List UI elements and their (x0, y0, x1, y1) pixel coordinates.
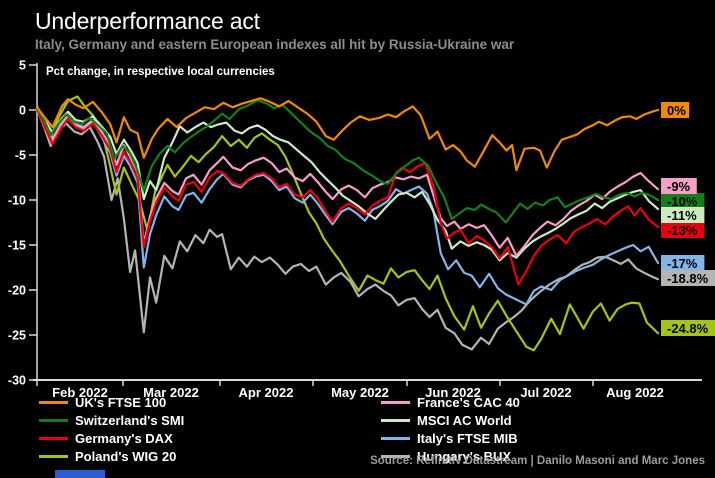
legend-swatch (39, 401, 68, 404)
end-label-badge (661, 207, 705, 223)
legend-item-poland-s-wig-20: Poland's WIG 20 (39, 449, 184, 464)
axis-annotation: Pct change, in respective local currenci… (46, 66, 275, 78)
legend-column-1: UK's FTSE 100 Switzerland's SMI Germany's … (39, 395, 185, 464)
legend-label: Switzerland's SMI (75, 413, 185, 428)
y-tick-label: -15 (8, 239, 26, 253)
legend-swatch (39, 455, 68, 458)
y-tick-label: -5 (15, 149, 26, 163)
end-label-text: -9% (667, 179, 691, 194)
legend-swatch (39, 419, 68, 422)
x-tick-label: Jul 2022 (520, 385, 571, 400)
y-tick-label: 5 (19, 59, 26, 73)
series-line-germany-s-dax (35, 107, 660, 286)
end-label-text: -18.8% (667, 271, 709, 286)
legend-label: UK's FTSE 100 (75, 395, 167, 410)
page-subtitle: Italy, Germany and eastern European inde… (35, 37, 515, 52)
y-tick-label: 0 (19, 104, 26, 118)
series-line-uk-s-ftse-100 (35, 97, 660, 172)
x-tick-label: Jun 2022 (425, 385, 481, 400)
end-label-badge (661, 270, 715, 286)
series-line-hungary-s-bux (35, 107, 660, 351)
end-label-badge (661, 178, 697, 194)
legend-swatch (39, 437, 68, 440)
end-label-badge (661, 222, 705, 238)
x-tick-label: Mar 2022 (143, 385, 199, 400)
end-label-text: -10% (667, 194, 698, 209)
end-label-text: -13% (667, 223, 698, 238)
legend-swatch (381, 419, 410, 422)
end-label-badge (661, 320, 715, 336)
legend-label: Germany's DAX (75, 431, 173, 446)
legend-label: Poland's WIG 20 (75, 449, 177, 464)
legend-label: Hungary's BUX (417, 449, 512, 464)
legend-item-italy-s-ftse-mib: Italy's FTSE MIB (381, 431, 520, 446)
legend-item-france-s-cac-40: France's CAC 40 (381, 395, 520, 410)
x-tick-label: Feb 2022 (52, 385, 108, 400)
x-tick-label: Apr 2022 (239, 385, 294, 400)
page-title: Underperformance act (35, 8, 260, 34)
legend-item-switzerland-s-smi: Switzerland's SMI (39, 413, 185, 428)
end-label-text: -11% (667, 208, 697, 223)
legend-swatch (381, 401, 410, 404)
legend-item-germany-s-dax: Germany's DAX (39, 431, 184, 446)
legend-column-2: France's CAC 40 MSCI AC World Italy's FTSE… (381, 395, 520, 464)
legend-swatch (381, 437, 410, 440)
end-label-text: -17% (667, 256, 698, 271)
legend-item-hungary-s-bux: Hungary's BUX (381, 449, 520, 464)
legend-label: France's CAC 40 (417, 395, 520, 410)
y-tick-label: -20 (8, 284, 26, 298)
legend-label: Italy's FTSE MIB (417, 431, 518, 446)
x-tick-label: Aug 2022 (606, 385, 664, 400)
end-label-text: 0% (667, 103, 686, 118)
x-tick-label: May 2022 (331, 385, 389, 400)
y-tick-label: -25 (8, 329, 26, 343)
y-tick-label: -10 (8, 194, 26, 208)
end-label-badge (661, 102, 690, 118)
end-label-badge (661, 255, 705, 271)
y-tick-label: -30 (8, 374, 26, 388)
end-label-text: -24.8% (667, 321, 709, 336)
legend-item-msci-ac-world: MSCI AC World (381, 413, 520, 428)
end-label-badge (661, 193, 705, 209)
legend-item-uk-s-ftse-100: UK's FTSE 100 (39, 395, 184, 410)
series-line-switzerland-s-smi (35, 98, 660, 224)
source-attribution: Source: Refinitiv Datastream | Danilo Ma… (370, 455, 705, 467)
legend-swatch (381, 455, 410, 458)
brand-bar (55, 470, 105, 478)
legend-label: MSCI AC World (417, 413, 512, 428)
